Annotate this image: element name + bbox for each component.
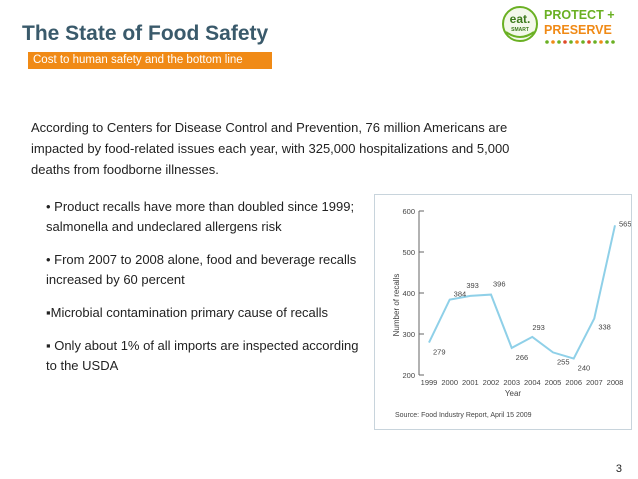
bullet-list: • Product recalls have more than doubled… xyxy=(46,197,366,389)
data-label: 255 xyxy=(557,357,570,366)
y-tick-label: 300 xyxy=(402,330,415,339)
x-axis-label: Year xyxy=(505,389,522,398)
eat-smart-badge-icon xyxy=(502,6,538,42)
data-label: 293 xyxy=(532,323,545,332)
data-label: 565 xyxy=(619,219,631,228)
x-tick-label: 2003 xyxy=(503,378,520,387)
logo-badge-text: eat. xyxy=(510,12,531,26)
bullet-item: ▪Microbial contamination primary cause o… xyxy=(46,305,329,320)
data-label: 279 xyxy=(433,348,446,357)
y-tick-label: 200 xyxy=(402,371,415,380)
x-tick-label: 2001 xyxy=(462,378,479,387)
recalls-series-line xyxy=(428,225,616,360)
intro-paragraph: According to Centers for Disease Control… xyxy=(31,120,510,177)
x-tick-label: 2002 xyxy=(483,378,500,387)
slide-subtitle: Cost to human safety and the bottom line xyxy=(28,52,272,69)
x-tick-label: 2000 xyxy=(441,378,458,387)
data-label: 396 xyxy=(493,280,506,289)
slide-title: The State of Food Safety xyxy=(22,22,269,45)
data-label: 338 xyxy=(598,322,611,331)
data-label: 393 xyxy=(466,281,479,290)
chart-source: Source: Food Industry Report, April 15 2… xyxy=(395,412,532,419)
x-tick-label: 2006 xyxy=(565,378,582,387)
data-label: 266 xyxy=(516,353,529,362)
logo-line-protect: PROTECT + xyxy=(544,8,615,22)
recalls-chart-panel: Number of recalls Year Source: Food Indu… xyxy=(374,194,632,430)
y-tick-label: 500 xyxy=(402,248,415,257)
logo-badge-sub: SMART xyxy=(511,27,529,33)
recalls-line-chart: Number of recalls Year Source: Food Indu… xyxy=(392,207,632,419)
y-tick-label: 600 xyxy=(402,207,415,216)
bullet-item: • Product recalls have more than doubled… xyxy=(46,199,355,234)
protect-preserve-logo: eat. SMART PROTECT + PRESERVE xyxy=(502,6,615,44)
x-tick-label: 2008 xyxy=(607,378,624,387)
data-label: 384 xyxy=(454,290,467,299)
bullet-item: ▪ Only about 1% of all imports are inspe… xyxy=(46,338,359,373)
page-number: 3 xyxy=(615,463,622,475)
data-label: 240 xyxy=(578,364,591,373)
bullet-item: • From 2007 to 2008 alone, food and beve… xyxy=(46,252,357,287)
x-tick-label: 2005 xyxy=(545,378,562,387)
x-tick-label: 2007 xyxy=(586,378,603,387)
y-axis-label: Number of recalls xyxy=(392,274,401,337)
logo-produce-icons xyxy=(545,40,615,44)
y-tick-label: 400 xyxy=(402,289,415,298)
x-tick-label: 2004 xyxy=(524,378,541,387)
logo-line-preserve: PRESERVE xyxy=(544,23,612,37)
x-tick-label: 1999 xyxy=(421,378,438,387)
